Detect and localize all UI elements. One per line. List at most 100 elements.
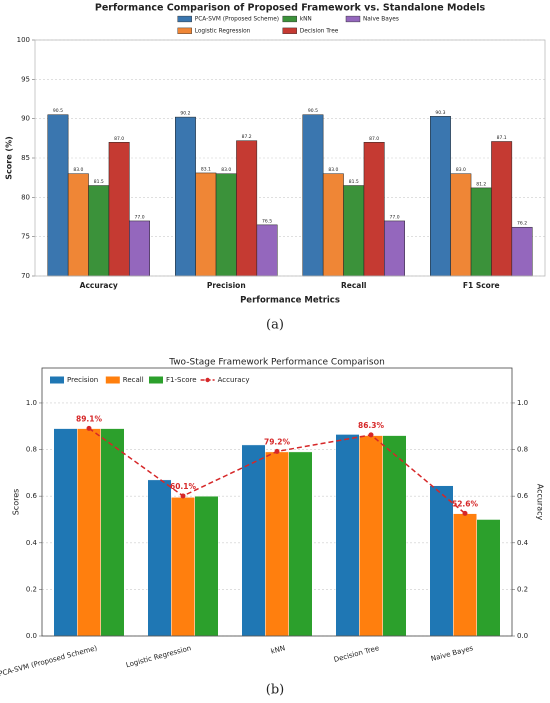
x-tick-label: kNN (270, 644, 286, 655)
bar (175, 116, 196, 277)
value-label: 81.5 (94, 179, 104, 185)
y2-tick-label: 0.2 (517, 585, 528, 593)
y-tick-label: 0.6 (26, 492, 38, 500)
bar (171, 497, 195, 637)
x-tick-label: PCA-SVM (Proposed Scheme) (0, 644, 98, 678)
y2-tick-label: 0.0 (517, 632, 528, 640)
x-tick-label: Recall (341, 281, 367, 290)
bar (343, 185, 365, 277)
bar (77, 428, 101, 637)
value-label: 87.2 (242, 134, 252, 140)
y-tick-label: 0.4 (26, 539, 38, 547)
bar (236, 140, 258, 277)
x-tick-label: Precision (207, 281, 246, 290)
bar (470, 187, 492, 277)
y-tick-label: 95 (21, 75, 30, 83)
x-tick-label: Naive Bayes (430, 644, 474, 663)
bar (100, 428, 125, 637)
legend-swatch (282, 15, 297, 23)
legend-swatch (205, 377, 210, 383)
legend-swatch (345, 15, 361, 23)
y-tick-label: 85 (21, 154, 30, 162)
value-label: 87.1 (497, 135, 507, 141)
bar (147, 479, 172, 637)
legend-swatch (50, 376, 64, 384)
bar (241, 444, 266, 637)
bar (88, 185, 110, 277)
legend-label: PCA-SVM (Proposed Scheme) (195, 17, 279, 23)
y2-tick-label: 0.6 (517, 492, 529, 500)
y2-tick-label: 1.0 (517, 399, 528, 407)
value-label: 86.3% (358, 421, 385, 430)
bar (359, 435, 383, 637)
value-label: 83.0 (73, 167, 83, 173)
value-label: 76.5 (262, 218, 272, 224)
legend-label: F1-Score (166, 376, 197, 384)
value-label: 81.5 (349, 179, 359, 185)
y-tick-label: 75 (21, 233, 30, 241)
bar (265, 451, 289, 637)
bar (450, 173, 472, 277)
value-label: 83.0 (221, 167, 231, 173)
value-label: 83.1 (201, 166, 211, 172)
bar (335, 434, 360, 637)
value-label: 81.2 (476, 181, 486, 187)
value-label: 89.1% (76, 414, 103, 423)
bar (302, 114, 324, 277)
value-label: 77.0 (135, 214, 145, 220)
bar (108, 142, 130, 277)
value-label: 83.0 (328, 167, 338, 173)
legend-swatch (149, 376, 163, 384)
bar (195, 172, 217, 277)
bar (67, 173, 89, 277)
legend-label: Decision Tree (300, 28, 339, 34)
y2-tick-label: 0.4 (517, 539, 529, 547)
y-tick-label: 70 (21, 272, 30, 280)
plot-frame (41, 367, 513, 637)
y-tick-label: 0.0 (26, 632, 37, 640)
bar (491, 141, 513, 277)
bar (363, 142, 385, 277)
value-label: 52.6% (452, 499, 479, 508)
legend-label: kNN (300, 17, 312, 23)
x-tick-label: Accuracy (80, 281, 118, 290)
caption: (a) (266, 318, 284, 333)
bar (384, 220, 406, 277)
value-label: 90.2 (180, 111, 190, 117)
y-tick-label: 0.8 (26, 446, 37, 454)
legend-label: Precision (67, 376, 98, 384)
y-axis-label: Score (%) (5, 136, 14, 179)
bar (382, 435, 407, 637)
y-tick-label: 100 (17, 36, 30, 44)
x-tick-label: Logistic Regression (125, 644, 192, 669)
legend-label: Recall (123, 376, 144, 384)
plot-frame (34, 39, 546, 277)
x-tick-label: F1 Score (463, 281, 500, 290)
bar (47, 114, 69, 277)
value-label: 87.0 (369, 136, 379, 142)
value-label: 90.3 (435, 110, 445, 116)
bar (429, 485, 454, 637)
marker (462, 510, 468, 516)
value-label: 60.1% (170, 482, 197, 491)
marker (180, 493, 186, 499)
marker (86, 425, 92, 431)
legend-label: Logistic Regression (195, 28, 251, 34)
y-axis-label: Scores (12, 489, 21, 516)
value-label: 83.0 (456, 167, 466, 173)
caption: (b) (266, 683, 284, 698)
bar (453, 513, 477, 637)
y-tick-label: 1.0 (26, 399, 37, 407)
legend-label: Naive Bayes (363, 17, 399, 23)
value-label: 90.5 (53, 108, 63, 114)
bar (129, 220, 151, 277)
bar (476, 519, 501, 637)
value-label: 76.2 (517, 221, 527, 227)
bar (288, 451, 313, 637)
x-tick-label: Decision Tree (333, 644, 380, 664)
legend-swatch (177, 15, 192, 23)
legend-swatch (105, 376, 120, 384)
bar (215, 173, 237, 277)
value-label: 79.2% (264, 437, 291, 446)
